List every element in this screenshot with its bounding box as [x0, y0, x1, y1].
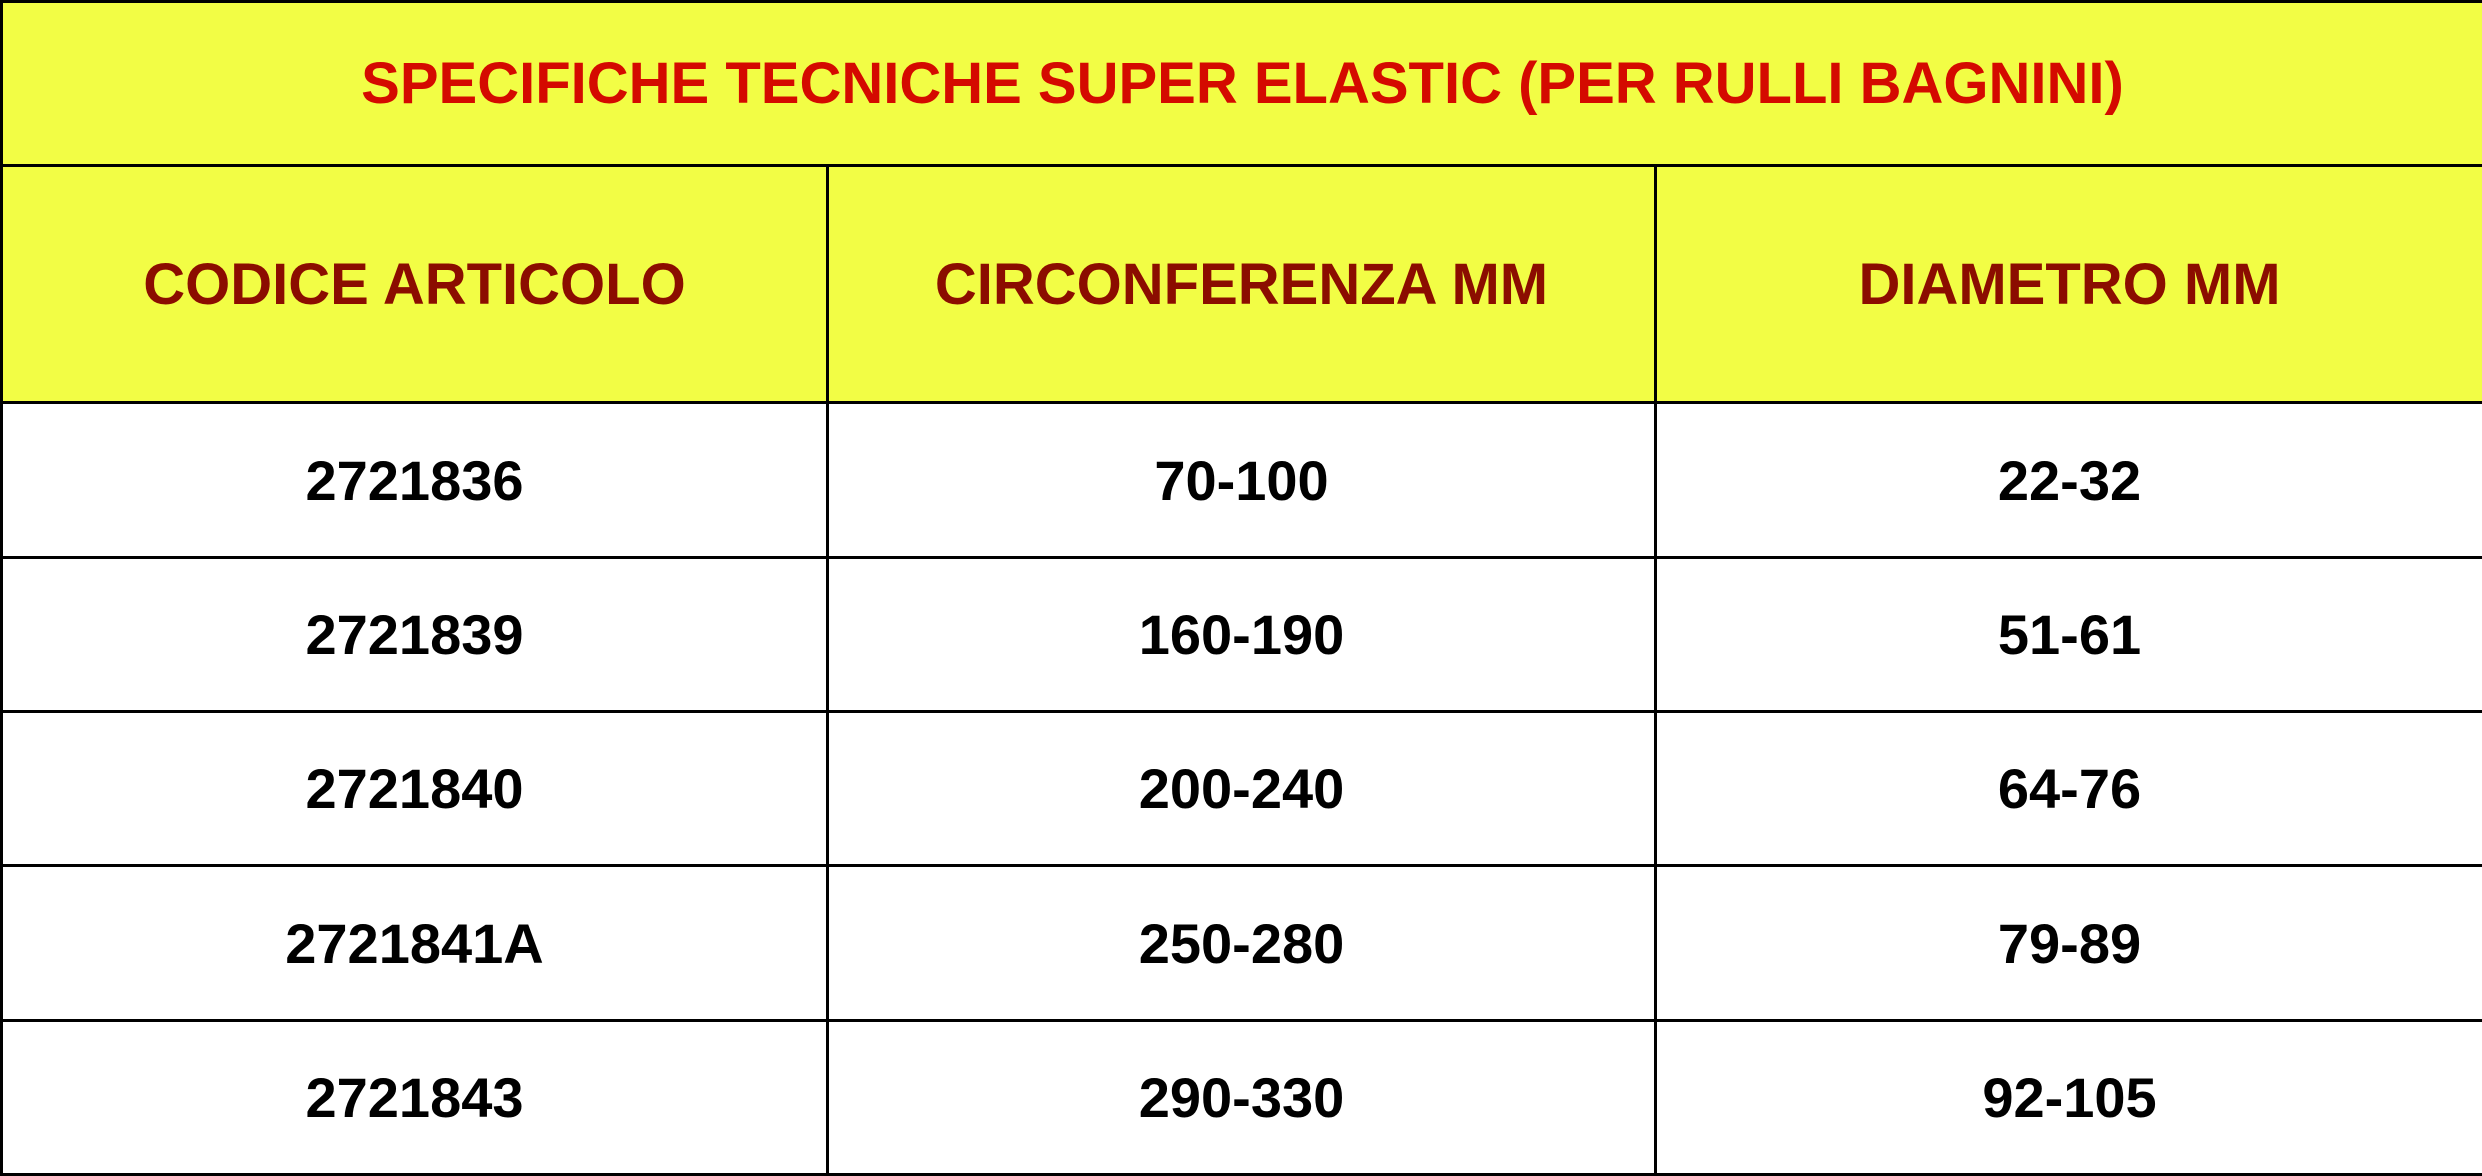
cell-diameter: 51-61 — [1653, 555, 2482, 714]
table-row: 2721840 200-240 64-76 — [0, 710, 2482, 868]
cell-diameter: 79-89 — [1653, 864, 2482, 1022]
cell-diameter: 22-32 — [1653, 401, 2482, 559]
cell-circumference: 250-280 — [826, 864, 1657, 1022]
column-header-code: CODICE ARTICOLO — [0, 164, 829, 405]
table-row: 2721841A 250-280 79-89 — [0, 864, 2482, 1022]
cell-code: 2721841A — [0, 864, 829, 1022]
cell-circumference: 290-330 — [826, 1018, 1657, 1176]
cell-circumference: 160-190 — [826, 555, 1657, 714]
cell-code: 2721843 — [0, 1018, 829, 1176]
cell-circumference: 200-240 — [826, 710, 1657, 868]
cell-code: 2721839 — [0, 555, 829, 714]
cell-diameter: 92-105 — [1653, 1018, 2482, 1176]
header-row: CODICE ARTICOLO CIRCONFERENZA MM DIAMETR… — [0, 164, 2482, 405]
table-row: 2721843 290-330 92-105 — [0, 1018, 2482, 1176]
cell-code: 2721836 — [0, 401, 829, 559]
cell-code: 2721840 — [0, 710, 829, 868]
column-header-diameter: DIAMETRO MM — [1653, 164, 2482, 405]
column-header-circumference: CIRCONFERENZA MM — [826, 164, 1657, 405]
table-row: 2721839 160-190 51-61 — [0, 555, 2482, 714]
table-row: 2721836 70-100 22-32 — [0, 401, 2482, 559]
cell-circumference: 70-100 — [826, 401, 1657, 559]
table-title: SPECIFICHE TECNICHE SUPER ELASTIC (PER R… — [0, 0, 2482, 168]
cell-diameter: 64-76 — [1653, 710, 2482, 868]
